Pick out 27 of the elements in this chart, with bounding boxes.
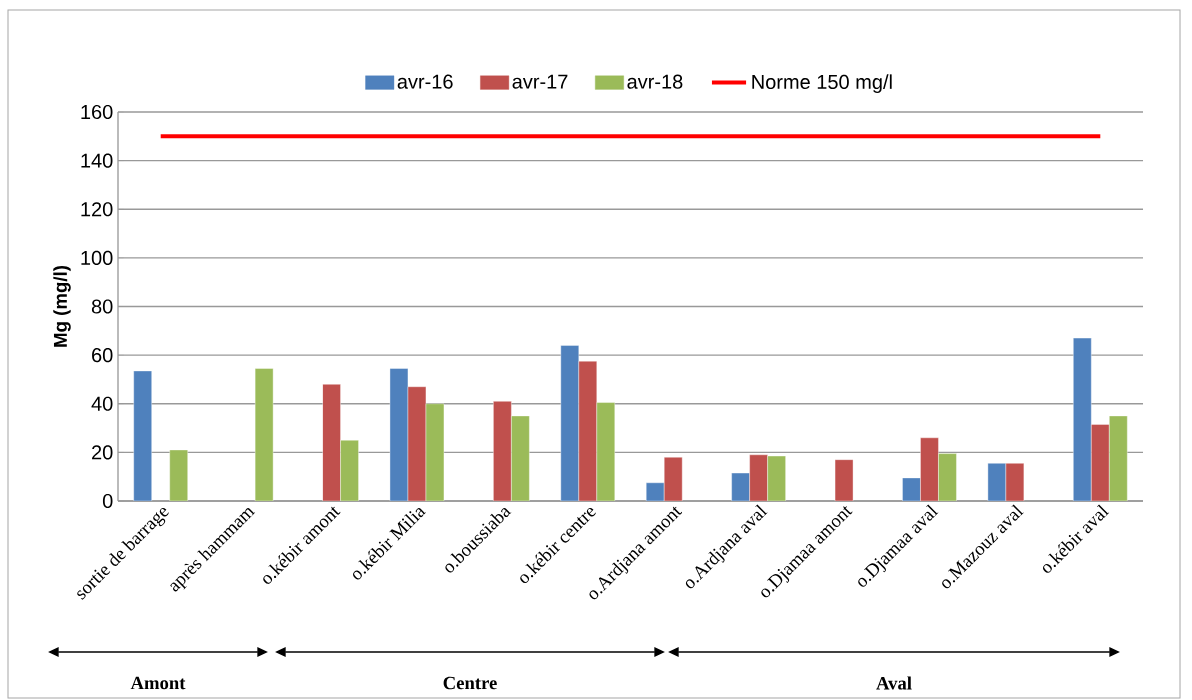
bar (578, 361, 597, 501)
bar (1091, 424, 1110, 501)
y-axis-title: Mg (mg/l) (53, 265, 71, 347)
y-tick-label: 140 (81, 153, 113, 168)
y-tick-label: 60 (92, 348, 113, 363)
text: Centre (443, 676, 497, 690)
bar (322, 384, 341, 501)
legend-label: avr-17 (512, 74, 568, 89)
text: Amont (130, 676, 186, 690)
y-tick-label: 100 (81, 250, 113, 265)
y-tick-label: 0 (102, 493, 113, 509)
text: Aval (876, 676, 912, 690)
legend-label: avr-16 (397, 74, 453, 89)
y-tick-label: 80 (91, 299, 113, 314)
bar (664, 457, 683, 501)
legend-label: avr-18 (627, 74, 683, 89)
y-tick-label: 120 (81, 202, 113, 217)
y-tick-label: 20 (92, 445, 113, 460)
y-tick-label: 160 (81, 104, 113, 120)
bar (920, 437, 939, 501)
y-tick-label: 40 (91, 396, 113, 411)
bar (169, 449, 188, 501)
bar (749, 454, 768, 501)
legend-label: Norme 150 mg/l (752, 74, 892, 93)
bar (133, 370, 152, 501)
bar (254, 368, 274, 501)
bar (493, 401, 512, 501)
